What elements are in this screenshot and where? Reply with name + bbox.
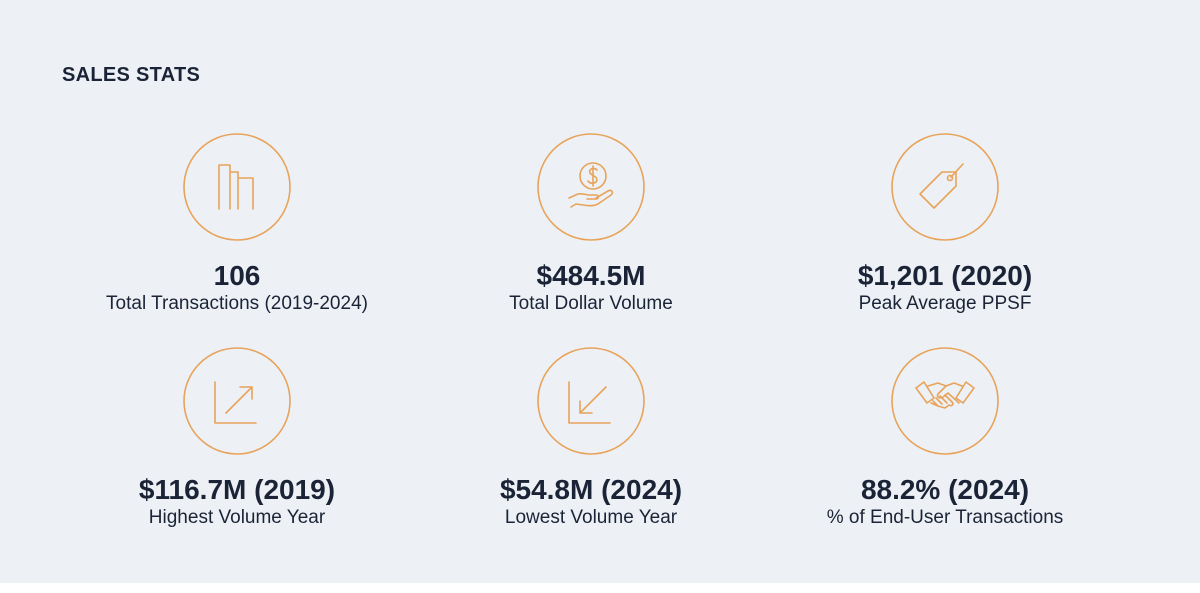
handshake-icon [891,347,999,455]
stat-label: Highest Volume Year [148,507,326,528]
stat-label: Lowest Volume Year [504,507,678,528]
buildings-icon [183,133,291,241]
money-hand-icon [537,133,645,241]
stat-value: 106 [213,260,261,291]
stat-value: 88.2% (2024) [860,474,1030,505]
tag-icon [891,133,999,241]
stat-card: $484.5M Total Dollar Volume [411,132,771,316]
stat-value: $484.5M [536,260,646,291]
stat-label: Total Transactions (2019-2024) [106,293,368,314]
section-title: SALES STATS [62,64,201,86]
stat-value: $1,201 (2020) [857,260,1033,291]
stat-label: Total Dollar Volume [509,293,673,314]
arrow-down-icon [537,347,645,455]
stat-card: $54.8M (2024) Lowest Volume Year [411,346,771,530]
stat-card: 106 Total Transactions (2019-2024) [57,132,417,316]
stat-value: $54.8M (2024) [499,474,683,505]
stat-label: % of End-User Transactions [826,507,1064,528]
stat-card: $1,201 (2020) Peak Average PPSF [765,132,1125,316]
arrow-up-icon [183,347,291,455]
stat-card: 88.2% (2024) % of End-User Transactions [765,346,1125,530]
stat-label: Peak Average PPSF [858,293,1032,314]
stat-value: $116.7M (2019) [138,474,336,505]
stat-card: $116.7M (2019) Highest Volume Year [57,346,417,530]
